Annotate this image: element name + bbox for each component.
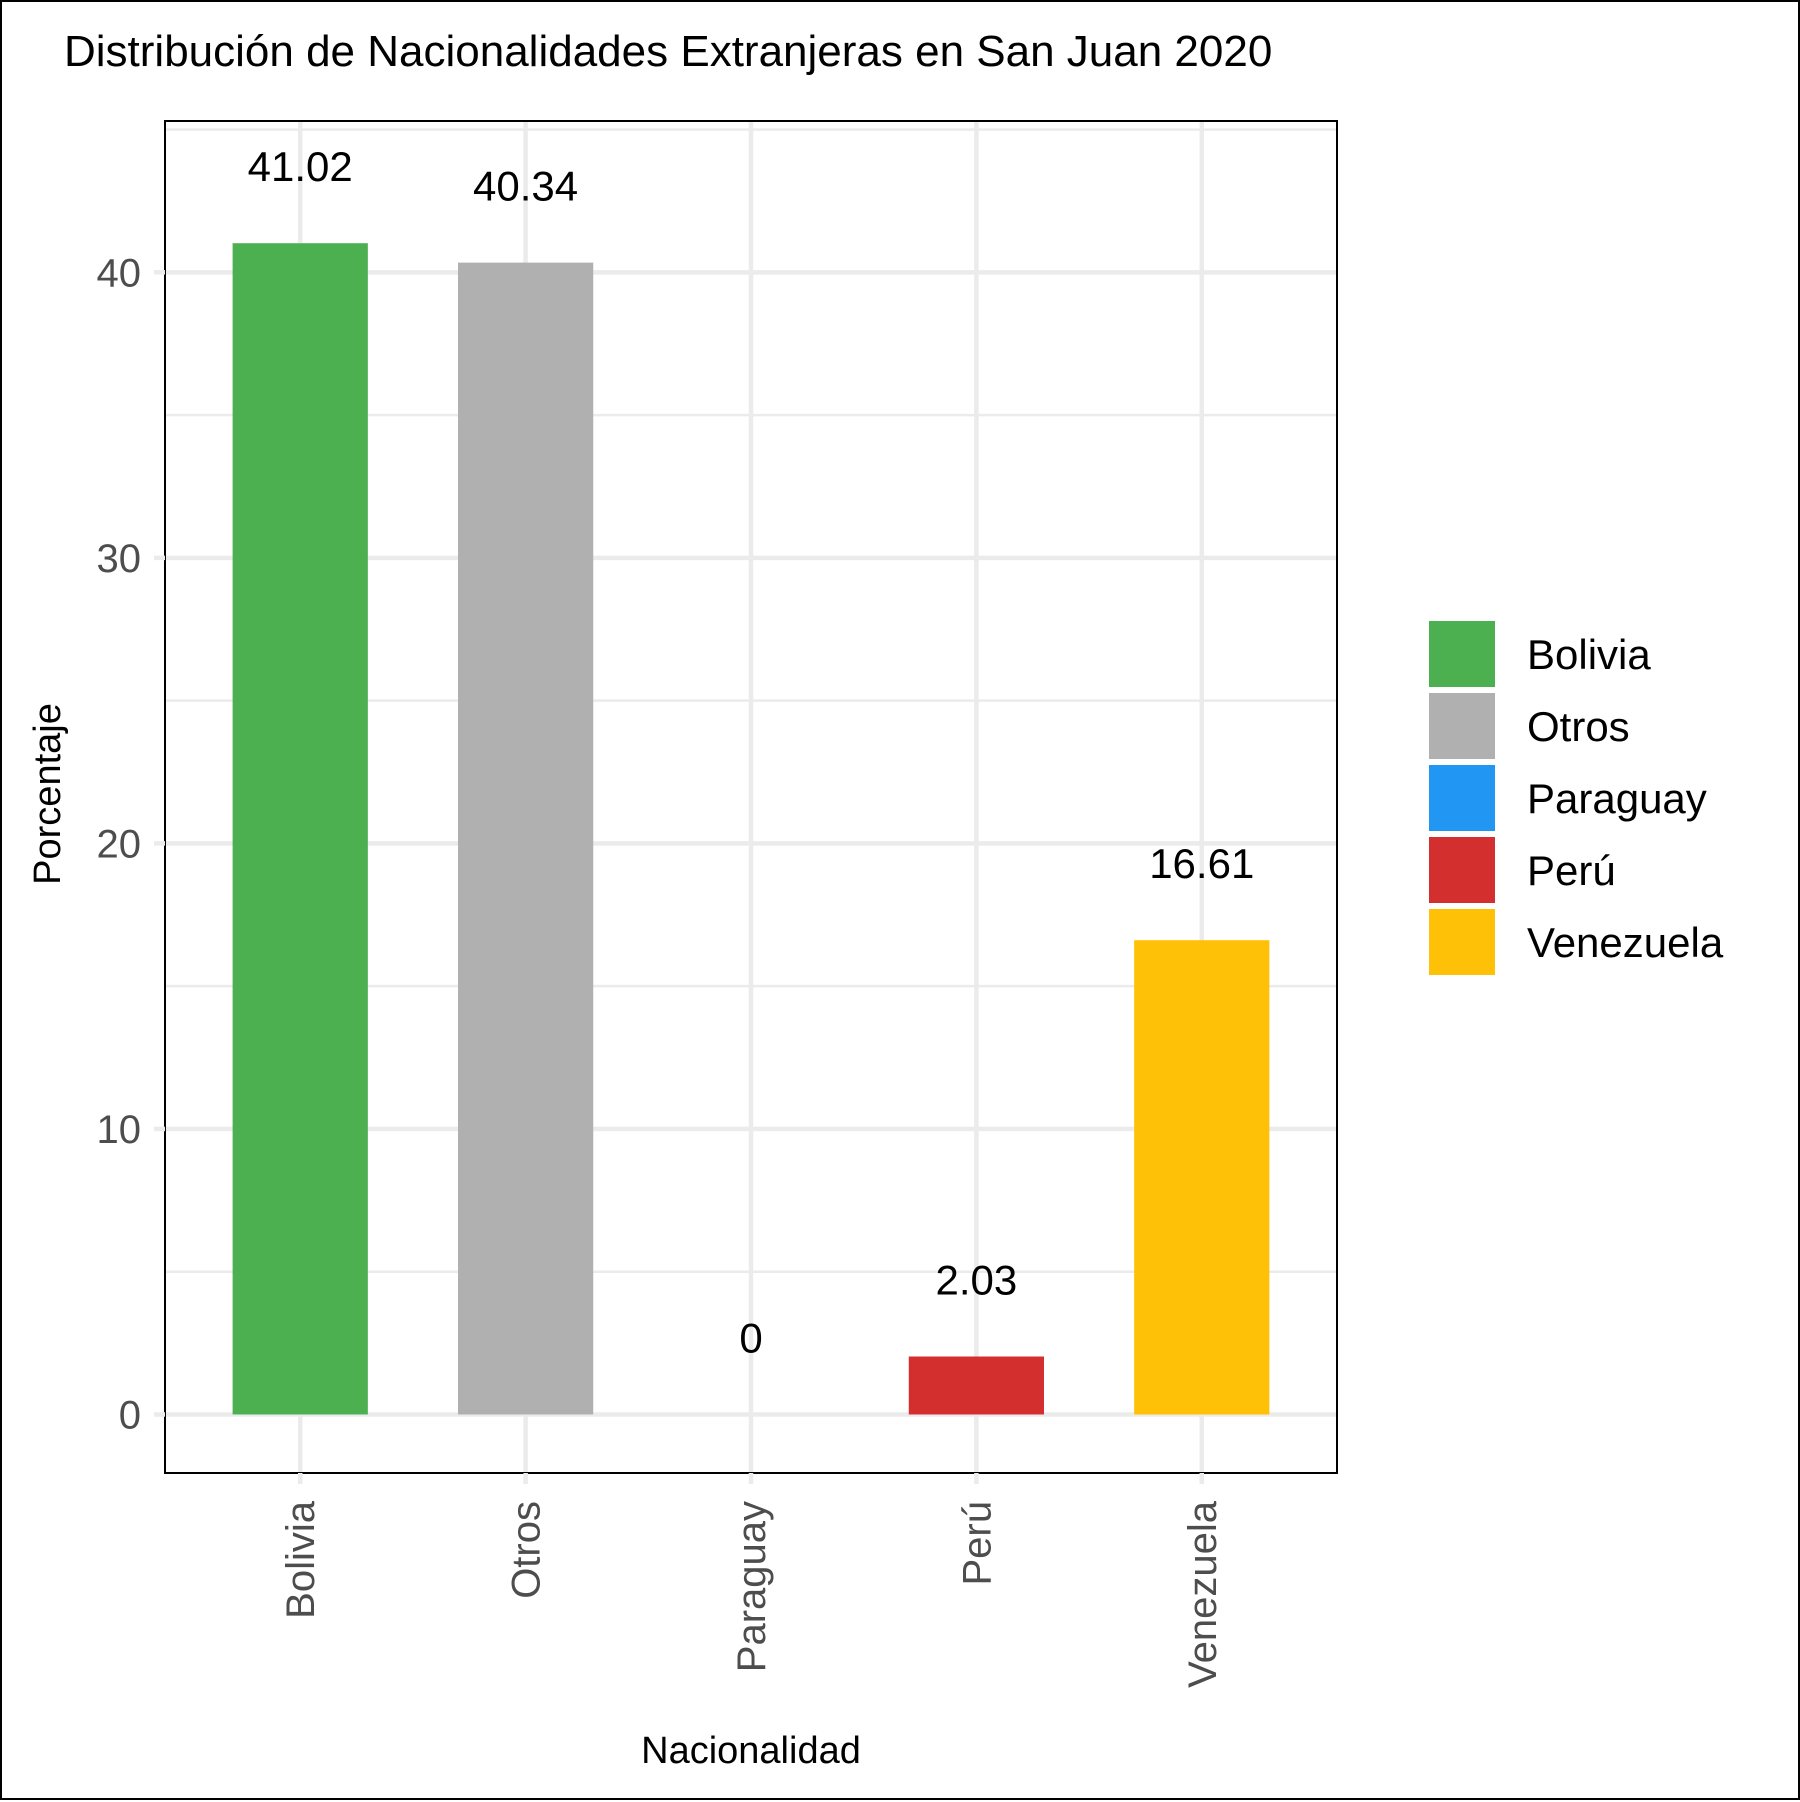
x-tick-label: Otros [505, 1501, 549, 1599]
data-label: 41.02 [248, 143, 353, 190]
data-label: 16.61 [1149, 840, 1254, 887]
x-tick-label: Bolivia [279, 1500, 323, 1619]
legend: Bolivia Otros Paraguay Perú Venezuela [1429, 621, 1724, 975]
y-axis-title: Porcentaje [27, 703, 69, 885]
bar [908, 1356, 1044, 1415]
data-label: 40.34 [473, 163, 578, 210]
x-tick-label: Paraguay [730, 1501, 774, 1672]
x-tick-label: Venezuela [1181, 1500, 1225, 1688]
chart-title: Distribución de Nacionalidades Extranjer… [64, 27, 1272, 76]
legend-label: Paraguay [1527, 775, 1707, 822]
legend-label: Bolivia [1527, 631, 1651, 678]
legend-label: Perú [1527, 847, 1616, 894]
data-label: 2.03 [936, 1257, 1018, 1304]
bar [232, 243, 368, 1415]
legend-key [1429, 909, 1495, 975]
legend-label: Venezuela [1527, 919, 1724, 966]
y-axis-ticks: 0 10 20 30 40 [97, 251, 165, 1437]
y-tick-label: 10 [97, 1108, 142, 1152]
y-tick-label: 0 [119, 1393, 141, 1437]
y-tick-label: 40 [97, 251, 142, 295]
bar [458, 262, 594, 1415]
legend-key [1429, 765, 1495, 831]
bar [1134, 940, 1270, 1415]
legend-key [1429, 621, 1495, 687]
data-label: 0 [739, 1314, 762, 1361]
legend-key [1429, 693, 1495, 759]
x-tick-label: Perú [955, 1501, 999, 1586]
data-labels: 41.02 40.34 0 2.03 16.61 [248, 143, 1255, 1361]
legend-label: Otros [1527, 703, 1630, 750]
x-axis-ticks: Bolivia Otros Paraguay Perú Venezuela [279, 1473, 1225, 1688]
x-axis-title: Nacionalidad [641, 1730, 861, 1772]
y-tick-label: 30 [97, 537, 142, 581]
y-tick-label: 20 [97, 822, 142, 866]
legend-key [1429, 837, 1495, 903]
bars [232, 243, 1270, 1415]
